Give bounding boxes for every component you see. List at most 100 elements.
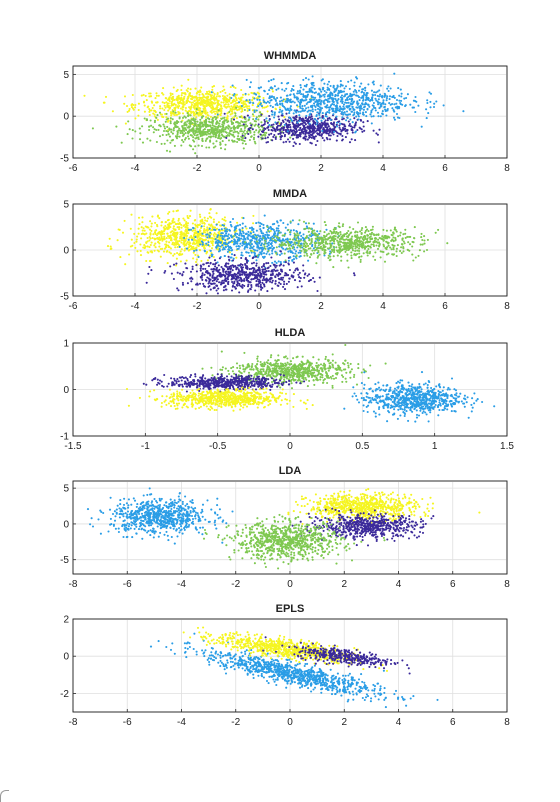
scatter-point xyxy=(135,241,137,243)
scatter-point xyxy=(411,241,413,243)
scatter-point xyxy=(187,222,189,224)
scatter-point xyxy=(250,92,252,94)
scatter-point xyxy=(342,100,344,102)
scatter-point xyxy=(173,231,175,233)
scatter-point xyxy=(387,85,389,87)
scatter-point xyxy=(170,92,172,94)
scatter-point xyxy=(167,233,169,235)
scatter-point xyxy=(210,289,212,291)
scatter-point xyxy=(332,108,334,110)
scatter-point xyxy=(228,99,230,101)
scatter-point xyxy=(250,235,252,237)
scatter-point xyxy=(290,105,292,107)
scatter-point xyxy=(385,114,387,116)
scatter-point xyxy=(280,97,282,99)
scatter-point xyxy=(138,228,140,230)
scatter-point xyxy=(309,114,311,116)
scatter-point xyxy=(336,140,338,142)
scatter-point xyxy=(272,248,274,250)
scatter-point xyxy=(341,238,343,240)
scatter-point xyxy=(372,94,374,96)
scatter-point xyxy=(167,131,169,133)
scatter-point xyxy=(268,115,270,117)
scatter-point xyxy=(314,244,316,246)
scatter-point xyxy=(284,253,286,255)
scatter-point xyxy=(333,131,335,133)
scatter-point xyxy=(236,117,238,119)
scatter-point xyxy=(178,105,180,107)
scatter-point xyxy=(228,135,230,137)
scatter-point xyxy=(323,231,325,233)
scatter-point xyxy=(340,90,342,92)
scatter-point xyxy=(360,97,362,99)
scatter-point xyxy=(338,249,340,251)
scatter-point xyxy=(396,255,398,257)
scatter-point xyxy=(352,102,354,104)
scatter-point xyxy=(354,123,356,125)
scatter-point xyxy=(193,103,195,105)
scatter-point xyxy=(312,108,314,110)
scatter-point xyxy=(329,255,331,257)
scatter-point xyxy=(322,88,324,90)
scatter-point xyxy=(333,121,335,123)
scatter-point xyxy=(204,133,206,135)
scatter-point xyxy=(192,227,194,229)
scatter-point xyxy=(242,135,244,137)
scatter-point xyxy=(347,249,349,251)
scatter-point xyxy=(143,101,145,103)
scatter-point xyxy=(199,130,201,132)
scatter-point xyxy=(361,227,363,229)
scatter-point xyxy=(219,144,221,146)
scatter-point xyxy=(275,138,277,140)
scatter-point xyxy=(252,104,254,106)
scatter-point xyxy=(321,242,323,244)
scatter-point xyxy=(184,122,186,124)
scatter-point xyxy=(139,132,141,134)
scatter-point xyxy=(372,241,374,243)
scatter-point xyxy=(289,250,291,252)
scatter-point xyxy=(362,112,364,114)
scatter-point xyxy=(224,255,226,257)
scatter-point xyxy=(335,232,337,234)
scatter-point xyxy=(215,238,217,240)
scatter-point xyxy=(338,124,340,126)
scatter-point xyxy=(224,248,226,250)
scatter-point xyxy=(236,248,238,250)
scatter-point xyxy=(156,141,158,143)
scatter-point xyxy=(203,225,205,227)
scatter-point xyxy=(145,95,147,97)
scatter-point xyxy=(265,262,267,264)
scatter-point xyxy=(320,120,322,122)
scatter-point xyxy=(245,93,247,95)
scatter-point xyxy=(348,120,350,122)
scatter-point xyxy=(259,99,261,101)
scatter-point xyxy=(390,104,392,106)
scatter-point xyxy=(277,88,279,90)
scatter-point xyxy=(138,103,140,105)
scatter-point xyxy=(203,228,205,230)
scatter-point xyxy=(323,139,325,141)
scatter-point xyxy=(164,127,166,129)
scatter-point xyxy=(268,129,270,131)
scatter-point xyxy=(242,254,244,256)
scatter-point xyxy=(427,112,429,114)
scatter-point xyxy=(178,218,180,220)
scatter-point xyxy=(162,238,164,240)
scatter-point xyxy=(318,100,320,102)
scatter-point xyxy=(152,126,154,128)
scatter-point xyxy=(178,136,180,138)
scatter-point xyxy=(375,132,377,134)
scatter-point xyxy=(149,229,151,231)
scatter-point xyxy=(374,94,376,96)
scatter-point xyxy=(124,220,126,222)
scatter-point xyxy=(247,115,249,117)
scatter-point xyxy=(177,107,179,109)
scatter-point xyxy=(170,238,172,240)
scatter-point xyxy=(199,249,201,251)
scatter-point xyxy=(198,94,200,96)
scatter-point xyxy=(149,238,151,240)
scatter-point xyxy=(245,103,247,105)
scatter-point xyxy=(268,134,270,136)
scatter-point xyxy=(413,237,415,239)
scatter-point xyxy=(185,221,187,223)
